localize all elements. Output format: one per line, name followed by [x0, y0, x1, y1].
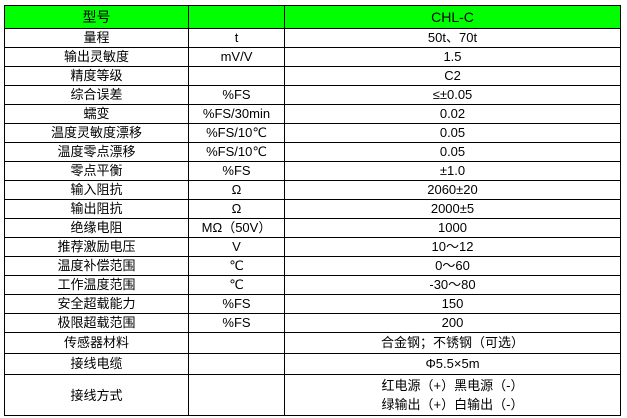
cell-value: ±1.0 [284, 161, 621, 181]
cell-value: 10～12 [284, 237, 621, 257]
cell-value: -30～80 [284, 275, 621, 295]
table-row: 蠕变 %FS/30min 0.02 [4, 104, 621, 124]
cell-value: Φ5.5×5m [284, 353, 621, 375]
cell-label: 综合误差 [4, 85, 189, 105]
cell-value: 200 [284, 313, 621, 333]
table-row: 输出灵敏度 mV/V 1.5 [4, 47, 621, 67]
table-row: 量程 t 50t、70t [4, 28, 621, 48]
table-row: 绝缘电阻 MΩ（50V） 1000 [4, 218, 621, 238]
cell-unit: t [188, 28, 285, 48]
cell-unit: %FS [188, 313, 285, 333]
cell-value: ≤±0.05 [284, 85, 621, 105]
cell-value: 0.02 [284, 104, 621, 124]
table-row: 温度补偿范围 ℃ 0～60 [4, 256, 621, 276]
table-row: 推荐激励电压 V 10～12 [4, 237, 621, 257]
table-row: 精度等级 C2 [4, 66, 621, 86]
table-row: 综合误差 %FS ≤±0.05 [4, 85, 621, 105]
table-row: 安全超载能力 %FS 150 [4, 294, 621, 314]
cell-unit: %FS [188, 85, 285, 105]
cell-value: 150 [284, 294, 621, 314]
cell-unit: %FS/30min [188, 104, 285, 124]
cell-value: 2060±20 [284, 180, 621, 200]
cell-label: 安全超载能力 [4, 294, 189, 314]
table-row: 输入阻抗 Ω 2060±20 [4, 180, 621, 200]
cell-unit [188, 353, 285, 375]
cell-label: 绝缘电阻 [4, 218, 189, 238]
cell-label: 温度补偿范围 [4, 256, 189, 276]
cell-unit [188, 66, 285, 86]
table-row: 温度零点漂移 %FS/10℃ 0.05 [4, 142, 621, 162]
cell-label: 输出灵敏度 [4, 47, 189, 67]
cell-unit: %FS [188, 161, 285, 181]
table-row: 接线电缆 Φ5.5×5m [4, 353, 621, 375]
table-row: 接线方式 红电源（+）黑电源（-） 绿输出（+）白输出（-） [4, 374, 621, 416]
header-value: CHL-C [284, 5, 621, 29]
cell-label: 推荐激励电压 [4, 237, 189, 257]
cell-unit: V [188, 237, 285, 257]
cell-label: 极限超载范围 [4, 313, 189, 333]
cell-label: 精度等级 [4, 66, 189, 86]
table-row: 传感器材料 合金钢；不锈钢（可选） [4, 332, 621, 354]
cell-unit: Ω [188, 199, 285, 219]
cell-unit: %FS/10℃ [188, 142, 285, 162]
cell-unit [188, 332, 285, 354]
table-row: 极限超载范围 %FS 200 [4, 313, 621, 333]
cell-value: 合金钢；不锈钢（可选） [284, 332, 621, 354]
cell-value-line: 红电源（+）黑电源（-） [381, 378, 524, 393]
cell-unit: %FS [188, 294, 285, 314]
cell-label: 输入阻抗 [4, 180, 189, 200]
cell-label: 输出阻抗 [4, 199, 189, 219]
cell-unit: Ω [188, 180, 285, 200]
cell-label: 工作温度范围 [4, 275, 189, 295]
cell-unit: %FS/10℃ [188, 123, 285, 143]
table-row: 工作温度范围 ℃ -30～80 [4, 275, 621, 295]
cell-unit: mV/V [188, 47, 285, 67]
cell-value: 0.05 [284, 142, 621, 162]
cell-unit: ℃ [188, 256, 285, 276]
cell-label: 温度灵敏度漂移 [4, 123, 189, 143]
cell-value: 1.5 [284, 47, 621, 67]
cell-label: 传感器材料 [4, 332, 189, 354]
cell-label: 零点平衡 [4, 161, 189, 181]
table-row: 温度灵敏度漂移 %FS/10℃ 0.05 [4, 123, 621, 143]
cell-value: 0.05 [284, 123, 621, 143]
cell-label: 温度零点漂移 [4, 142, 189, 162]
cell-value-line: 绿输出（+）白输出（-） [381, 397, 524, 412]
header-unit [188, 5, 285, 29]
cell-value: 红电源（+）黑电源（-） 绿输出（+）白输出（-） [284, 374, 621, 416]
cell-label: 蠕变 [4, 104, 189, 124]
table-row: 零点平衡 %FS ±1.0 [4, 161, 621, 181]
cell-value: 2000±5 [284, 199, 621, 219]
spec-table: 型号 CHL-C 量程 t 50t、70t 输出灵敏度 mV/V 1.5 精度等级 C2 综合误… [4, 5, 621, 416]
cell-unit: MΩ（50V） [188, 218, 285, 238]
cell-unit: ℃ [188, 275, 285, 295]
cell-value: 0～60 [284, 256, 621, 276]
cell-label: 接线电缆 [4, 353, 189, 375]
cell-unit [188, 374, 285, 416]
table-header-row: 型号 CHL-C [4, 5, 621, 29]
cell-label: 接线方式 [4, 374, 189, 416]
table-row: 输出阻抗 Ω 2000±5 [4, 199, 621, 219]
cell-value: 50t、70t [284, 28, 621, 48]
cell-value: C2 [284, 66, 621, 86]
header-label: 型号 [4, 5, 189, 29]
cell-label: 量程 [4, 28, 189, 48]
cell-value: 1000 [284, 218, 621, 238]
